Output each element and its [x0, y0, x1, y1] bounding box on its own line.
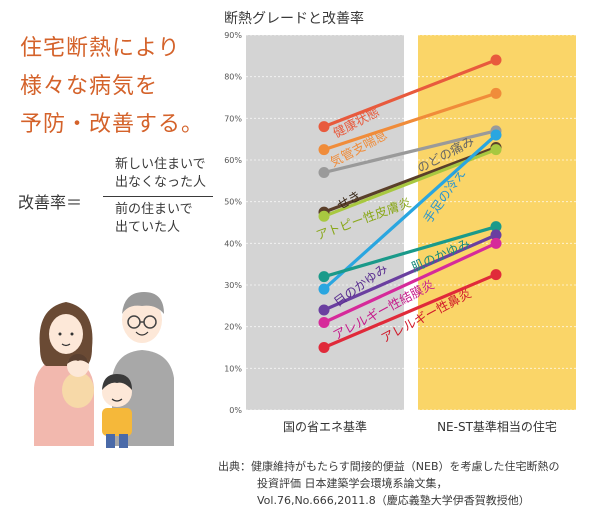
data-point	[318, 206, 330, 218]
formula-label: 改善率＝	[18, 193, 83, 212]
data-point	[318, 271, 330, 283]
father-hair	[122, 292, 164, 314]
formula-denominator-2: 出ていた人	[115, 220, 181, 235]
x-category-label: 国の省エネ基準	[283, 419, 367, 434]
boy-face	[102, 377, 132, 407]
chart-title: 断熱グレードと改善率	[224, 11, 364, 27]
series-line	[322, 225, 498, 279]
series-line	[322, 129, 498, 175]
series-label: アトピー性皮膚炎	[314, 195, 413, 243]
series-label: 目のかゆみ	[331, 261, 390, 310]
y-tick-label: 20%	[224, 323, 242, 332]
y-tick-label: 60%	[224, 156, 242, 165]
series-label: 健康状態	[330, 104, 381, 141]
mother-eye-right	[70, 332, 74, 336]
family-illustration	[34, 292, 174, 448]
mother-eye-left	[58, 332, 62, 336]
data-point	[318, 304, 330, 316]
data-point	[318, 144, 330, 156]
boy-leg-left	[106, 434, 115, 448]
data-point	[490, 87, 502, 99]
y-tick-label: 0%	[229, 406, 242, 415]
data-point	[318, 167, 330, 178]
data-point	[490, 129, 502, 141]
headline-line-2: 様々な病気を	[20, 74, 159, 99]
headline: 住宅断熱により 様々な病気を 予防・改善する。	[20, 30, 204, 144]
data-point	[490, 125, 502, 137]
data-point	[318, 283, 330, 295]
series-label: せき	[334, 188, 363, 213]
series-line	[322, 147, 498, 218]
formula-fraction: 新しい住まいで 出なくなった人 前の住まいで 出ていた人	[103, 156, 218, 237]
series-line	[322, 145, 498, 214]
boy-shirt	[102, 408, 132, 436]
source-line-3: Vol.76,No.666,2011.8（慶応義塾大学伊香賀教授他）	[257, 494, 530, 507]
data-point	[490, 221, 502, 233]
y-tick-label: 50%	[224, 198, 242, 207]
source-line-1: 出典：健康維持がもたらす間接的便益（NEB）を考慮した住宅断熱の	[218, 460, 560, 473]
y-tick-label: 30%	[224, 281, 242, 290]
series-label: のどの痛み	[414, 133, 476, 176]
headline-line-1: 住宅断熱により	[20, 36, 181, 61]
baby-hair	[67, 354, 89, 364]
data-point	[318, 317, 330, 328]
y-tick-label: 40%	[224, 239, 242, 248]
data-point	[318, 342, 330, 353]
y-tick-label: 90%	[224, 31, 242, 40]
formula-numerator-1: 新しい住まいで	[115, 157, 206, 172]
fraction-bar	[103, 196, 213, 197]
series-line	[322, 233, 498, 312]
father-mouth	[135, 331, 149, 336]
series-label: 肌のかゆみ	[409, 236, 472, 275]
boy-hair	[102, 374, 132, 390]
x-category-label: NE-ST基準相当の住宅	[437, 419, 557, 434]
panel-ne-st	[418, 35, 576, 410]
source-citation: 出典：健康維持がもたらす間接的便益（NEB）を考慮した住宅断熱の 投資評価 日本…	[218, 458, 560, 509]
series-label: アレルギー性鼻炎	[378, 285, 473, 345]
formula-numerator-2: 出なくなった人	[115, 175, 207, 190]
data-point	[490, 237, 502, 249]
data-point	[318, 210, 330, 222]
headline-line-3: 予防・改善する。	[20, 112, 205, 137]
data-point	[490, 229, 502, 241]
series-label: 気管支喘息	[327, 127, 389, 170]
formula-denominator-1: 前の住まいで	[115, 202, 193, 217]
series-line	[322, 241, 498, 325]
y-tick-label: 10%	[224, 364, 242, 373]
series-line	[322, 133, 498, 291]
data-point	[490, 142, 502, 153]
data-point	[490, 269, 502, 281]
y-tick-label: 70%	[224, 114, 242, 123]
mother-face	[49, 314, 83, 354]
father-face	[122, 297, 162, 343]
series-label: アレルギー性結膜炎	[330, 277, 436, 343]
data-point	[490, 54, 502, 66]
panel-national-standard	[246, 35, 404, 410]
source-line-2: 投資評価 日本建築学会環境系論文集，	[257, 477, 448, 490]
series-label: 手足の冷え	[420, 166, 468, 226]
series-line	[322, 58, 498, 129]
data-point	[318, 121, 330, 133]
y-tick-label: 80%	[224, 73, 242, 82]
boy-mouth	[111, 398, 123, 402]
data-point	[490, 144, 502, 156]
series-line	[322, 91, 498, 152]
mother-mouth	[61, 343, 71, 347]
baby-body	[62, 372, 94, 408]
series-line	[322, 272, 498, 350]
boy-leg-right	[119, 434, 128, 448]
